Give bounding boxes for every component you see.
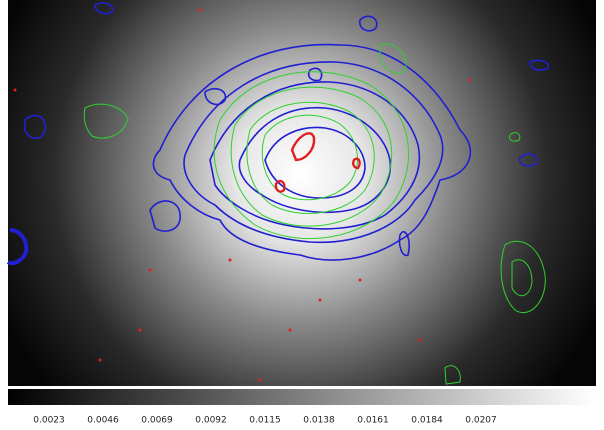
colorbar <box>8 389 596 405</box>
image-viewer: 0.0023 0.0046 0.0069 0.0092 0.0115 0.0138 0.01… <box>0 0 604 430</box>
colorbar-tick-label: 0.0207 <box>465 416 497 426</box>
colorbar-tick-label: 0.0161 <box>357 416 389 426</box>
colorbar-tick-label: 0.0023 <box>33 416 65 426</box>
colorbar-tick-label: 0.0069 <box>141 416 173 426</box>
colorbar-tick-label: 0.0092 <box>195 416 227 426</box>
colorbar-ticks: 0.0023 0.0046 0.0069 0.0092 0.0115 0.0138 0.01… <box>33 416 497 426</box>
colorbar-tick-label: 0.0138 <box>303 416 335 426</box>
colorbar-tick-label: 0.0115 <box>249 416 281 426</box>
colorbar-tick-label: 0.0046 <box>87 416 119 426</box>
sky-image <box>8 0 596 386</box>
colorbar-tick-label: 0.0184 <box>411 416 443 426</box>
